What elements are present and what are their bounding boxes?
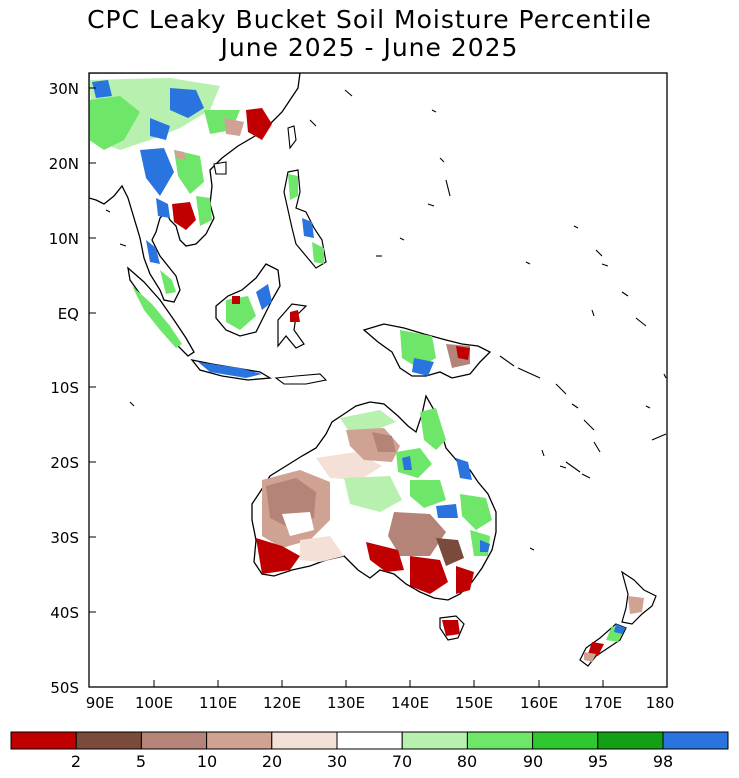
- lat-label: 40S: [50, 604, 79, 622]
- legend-label: 98: [653, 752, 673, 771]
- soil-moisture-shading-new-zealand: [584, 596, 644, 662]
- lon-label: 100E: [135, 694, 173, 712]
- lon-label: 160E: [520, 694, 558, 712]
- legend-label: 20: [262, 752, 282, 771]
- lon-label: 130E: [327, 694, 365, 712]
- legend-swatch: [532, 731, 599, 750]
- legend-label: 2: [71, 752, 81, 771]
- lon-label: 110E: [199, 694, 237, 712]
- lat-label: 10S: [50, 379, 79, 397]
- legend-swatch: [10, 731, 77, 750]
- legend-label: 95: [588, 752, 608, 771]
- map-frame: [88, 72, 668, 688]
- sulawesi-island: [277, 303, 308, 349]
- lat-label: 20N: [49, 155, 79, 173]
- lat-label: 30N: [49, 80, 79, 98]
- legend-label: 80: [457, 752, 477, 771]
- legend-colorbar: [10, 731, 729, 750]
- latitude-axis: 30N 20N 10N EQ 10S 20S 30S 40S 50S: [49, 80, 96, 697]
- legend-swatch: [466, 731, 534, 750]
- lat-label: 20S: [50, 454, 79, 472]
- legend-label: 70: [392, 752, 412, 771]
- soil-moisture-shading-new-guinea: [400, 330, 470, 376]
- lesser-sunda-islands: [274, 373, 328, 385]
- pacific-small-islands: [105, 89, 667, 551]
- legend-label: 90: [523, 752, 543, 771]
- legend-labels: 2 5 10 20 30 70 80 90 95 98: [71, 752, 673, 771]
- legend-swatch: [75, 731, 142, 750]
- lat-label: 30S: [50, 529, 79, 547]
- lon-label: 140E: [391, 694, 429, 712]
- hainan-island: [213, 161, 227, 175]
- legend-swatch: [271, 731, 338, 750]
- map-subtitle: June 2025 - June 2025: [220, 33, 519, 62]
- lon-label: 150E: [455, 694, 493, 712]
- legend-swatch: [336, 731, 403, 750]
- lon-label: 180: [646, 694, 675, 712]
- legend-swatch: [597, 731, 664, 750]
- legend-swatch: [140, 731, 208, 750]
- legend-label: 30: [327, 752, 347, 771]
- legend-swatch: [206, 731, 273, 750]
- lon-label: 120E: [263, 694, 301, 712]
- lat-label: 10N: [49, 230, 79, 248]
- longitude-axis: 90E 100E 110E 120E 130E 140E 150E 160E 1…: [86, 680, 675, 712]
- legend-label: 5: [136, 752, 146, 771]
- soil-moisture-shading-se-asia: [89, 78, 324, 378]
- lon-label: 170E: [584, 694, 622, 712]
- map-area: [89, 73, 667, 667]
- taiwan-island: [287, 125, 297, 150]
- map-title: CPC Leaky Bucket Soil Moisture Percentil…: [87, 5, 652, 34]
- legend-label: 10: [197, 752, 217, 771]
- legend-swatch: [662, 731, 729, 750]
- lat-label: EQ: [58, 305, 79, 323]
- lon-label: 90E: [86, 694, 115, 712]
- soil-moisture-shading-australia: [256, 408, 492, 636]
- lat-label: 50S: [50, 679, 79, 697]
- legend-swatch: [401, 731, 468, 750]
